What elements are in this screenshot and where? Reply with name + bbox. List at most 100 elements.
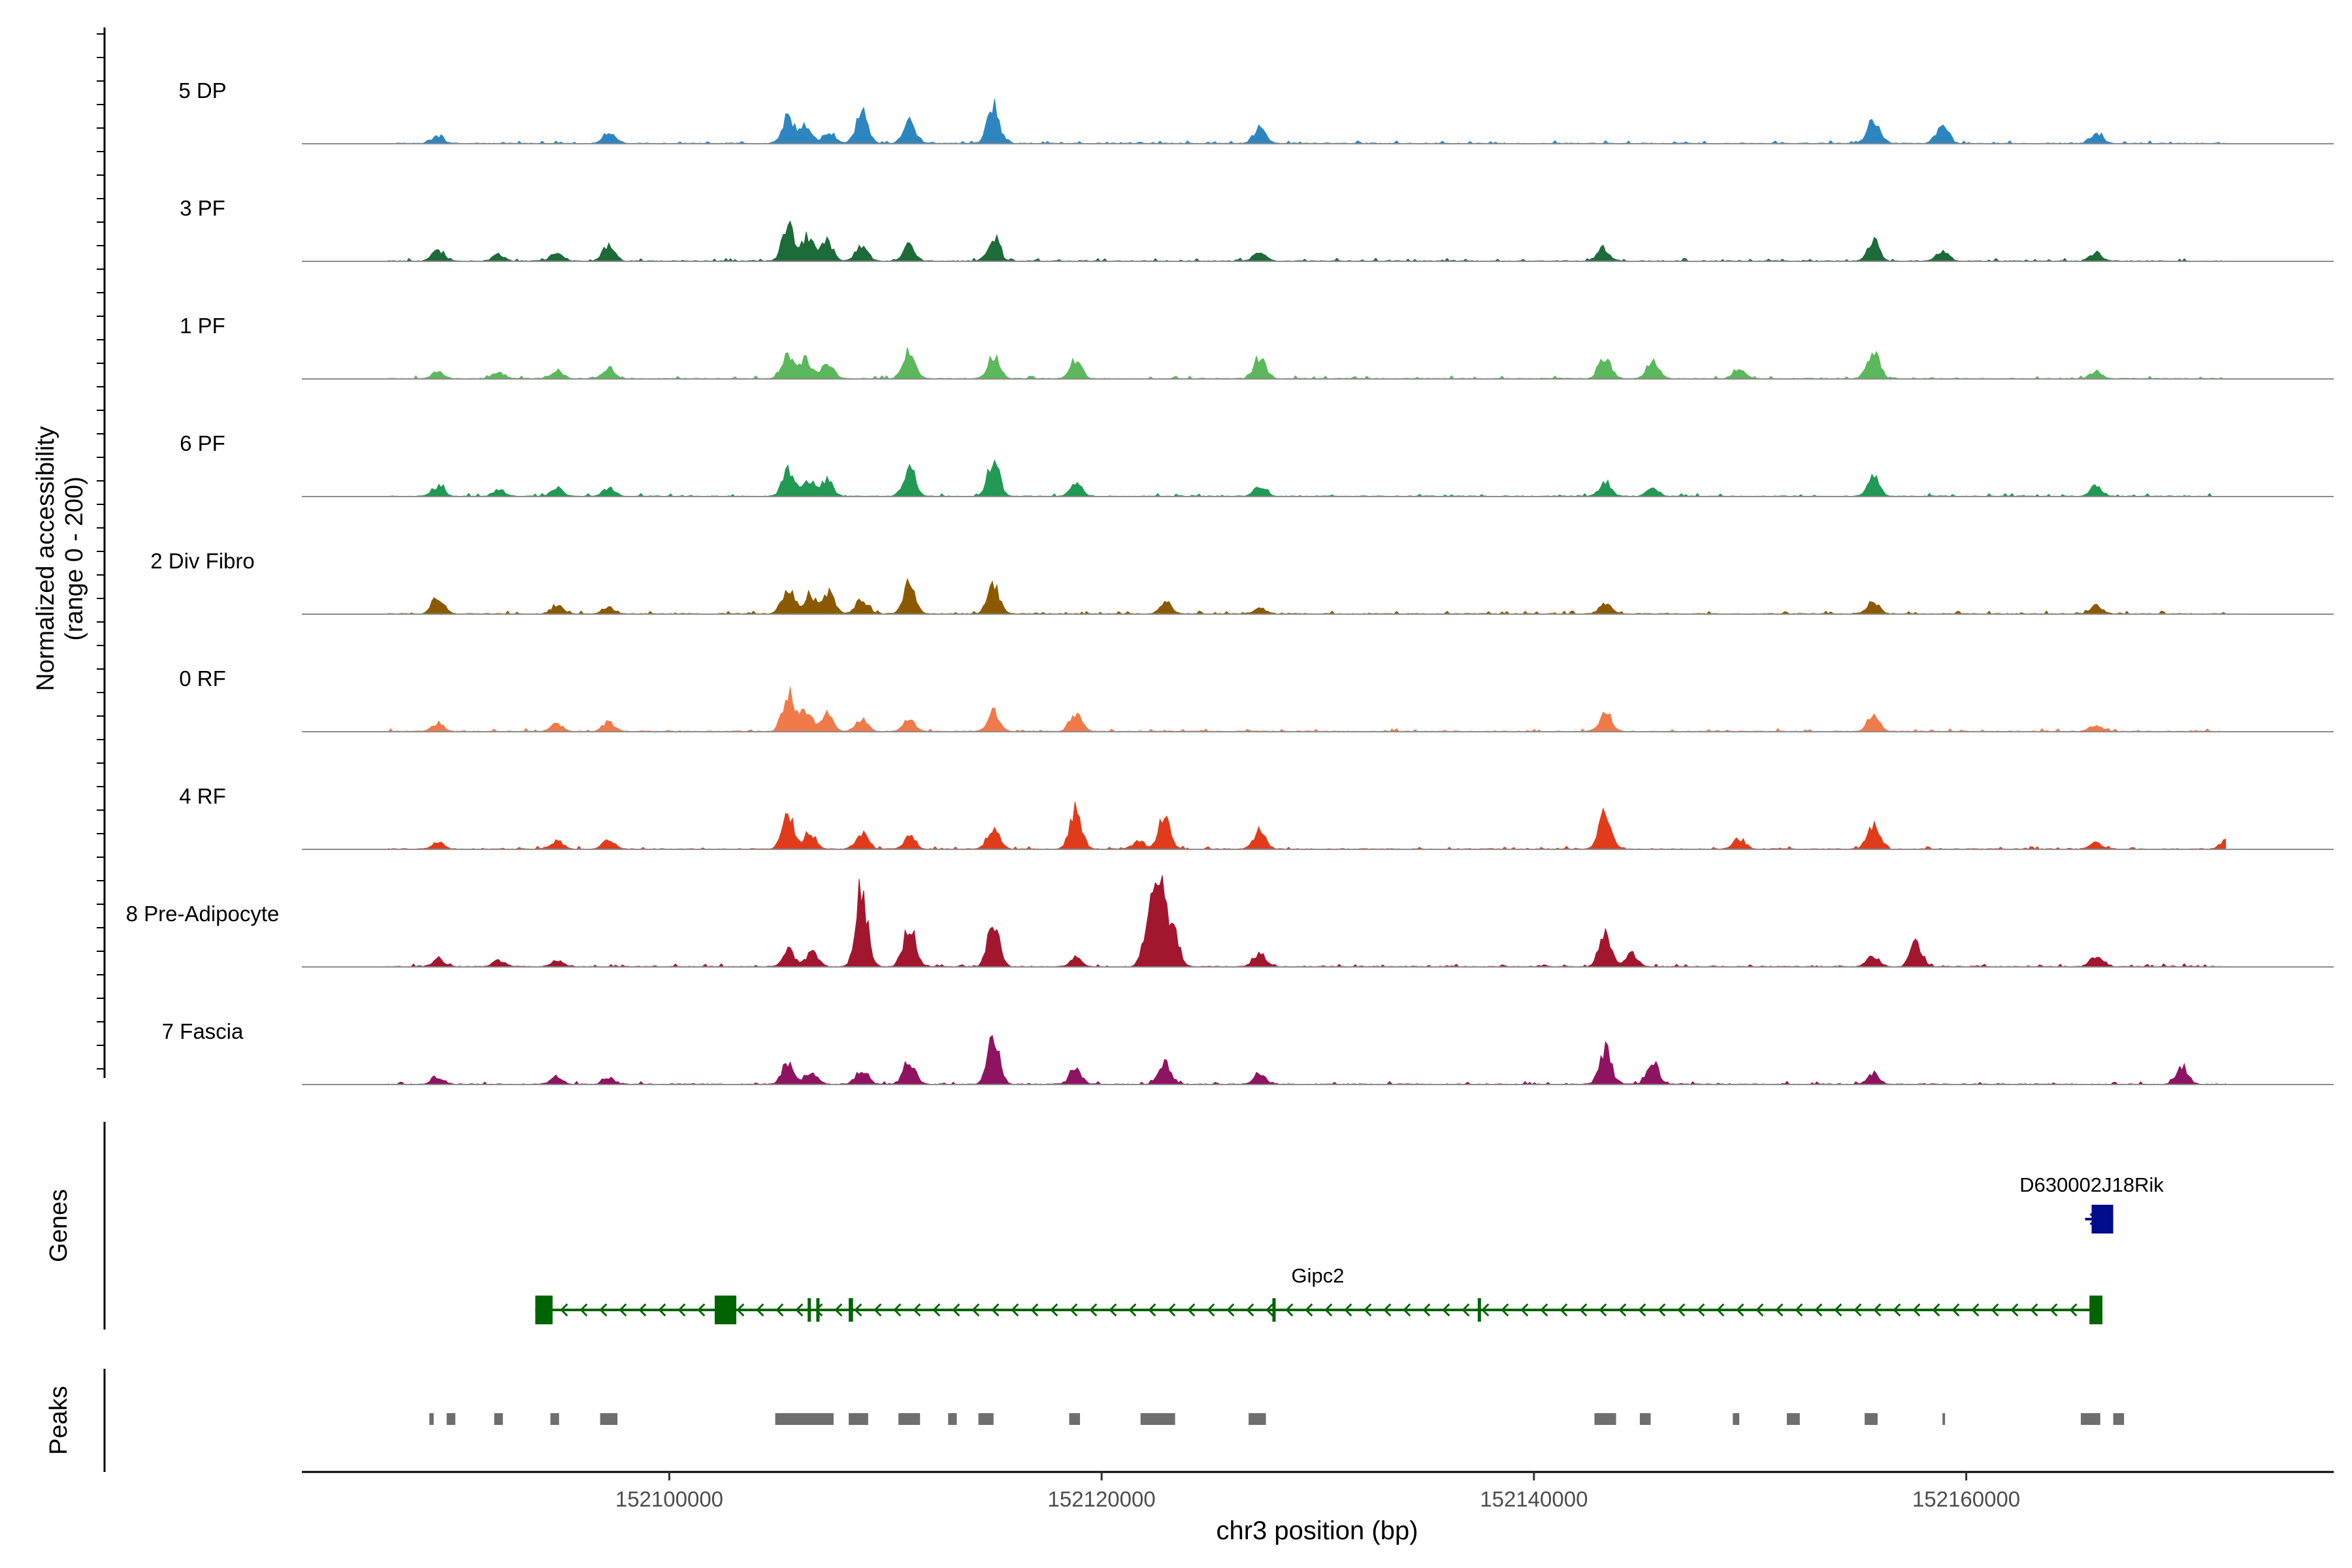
strand-arrow	[1775, 1303, 1784, 1317]
strand-arrow	[834, 1303, 843, 1317]
peak-region	[1786, 1413, 1800, 1425]
strand-arrow	[560, 1303, 568, 1317]
strand-arrow	[678, 1303, 686, 1317]
strand-arrow	[854, 1303, 862, 1317]
strand-arrow	[1697, 1303, 1705, 1317]
strand-arrow	[1618, 1303, 1627, 1317]
peak-region	[1069, 1413, 1081, 1425]
peak-region	[1865, 1413, 1878, 1425]
peak-region	[1249, 1413, 1266, 1425]
coverage-track: 5 DP	[178, 78, 2334, 144]
track-label: 3 PF	[180, 196, 225, 220]
peak-region	[1140, 1413, 1175, 1425]
strand-arrow	[658, 1303, 666, 1317]
peak-region	[1594, 1413, 1616, 1425]
track-label: 4 RF	[179, 784, 226, 808]
genes-track: Gipc2 D630002J18Rik	[535, 1173, 2164, 1324]
strand-arrow	[736, 1303, 745, 1317]
strand-arrow	[2030, 1303, 2038, 1317]
strand-arrow	[638, 1303, 647, 1317]
strand-arrow	[2050, 1303, 2058, 1317]
strand-arrow	[1187, 1303, 1196, 1317]
x-tick-label: 152140000	[1480, 1487, 1588, 1511]
peak-region	[446, 1413, 455, 1425]
strand-arrow	[815, 1303, 823, 1317]
strand-arrow	[795, 1303, 804, 1317]
strand-arrow	[2010, 1303, 2019, 1317]
strand-arrow	[756, 1303, 764, 1317]
coverage-area	[387, 347, 2227, 380]
strand-arrow	[1070, 1303, 1078, 1317]
gene-exon	[1272, 1298, 1276, 1322]
strand-arrow	[1246, 1303, 1254, 1317]
strand-arrow	[1599, 1303, 1607, 1317]
peak-region	[978, 1413, 994, 1425]
peak-region	[600, 1413, 618, 1425]
strand-arrow	[1128, 1303, 1137, 1317]
strand-arrow	[932, 1303, 941, 1317]
coverage-track: 4 RF	[179, 784, 2334, 850]
strand-arrow	[599, 1303, 608, 1317]
strand-arrow	[1011, 1303, 1019, 1317]
coverage-area	[387, 459, 2227, 497]
track-label: 0 RF	[179, 666, 226, 691]
strand-arrow	[1344, 1303, 1352, 1317]
track-label: 1 PF	[180, 314, 225, 338]
coverage-area	[387, 687, 2227, 732]
strand-arrow	[1383, 1303, 1392, 1317]
strand-arrow	[619, 1303, 627, 1317]
coverage-track: 1 PF	[180, 314, 2334, 380]
strand-arrow	[1207, 1303, 1215, 1317]
gene-exon	[714, 1296, 737, 1324]
track-label: 5 DP	[178, 78, 226, 103]
peak-region	[849, 1413, 868, 1425]
strand-arrow	[1168, 1303, 1176, 1317]
coverage-area	[387, 99, 2227, 144]
strand-arrow	[776, 1303, 784, 1317]
strand-arrow	[1481, 1303, 1490, 1317]
gene-exon	[535, 1296, 553, 1324]
track-label: 6 PF	[180, 431, 225, 455]
peak-region	[550, 1413, 559, 1425]
track-label: 7 Fascia	[162, 1019, 244, 1043]
strand-arrow	[1638, 1303, 1646, 1317]
gene-exon	[849, 1298, 853, 1322]
gene-name-label: D630002J18Rik	[2019, 1173, 2164, 1196]
strand-arrow	[1971, 1303, 1980, 1317]
track-label: 2 Div Fibro	[150, 549, 255, 573]
gene-exon	[2089, 1296, 2102, 1324]
x-axis-title: chr3 position (bp)	[1216, 1516, 1418, 1545]
track-label: 8 Pre-Adipocyte	[126, 902, 280, 926]
strand-arrow	[913, 1303, 921, 1317]
strand-arrow	[893, 1303, 902, 1317]
strand-arrow	[697, 1303, 706, 1317]
coverage-area	[387, 578, 2227, 615]
strand-arrow	[952, 1303, 960, 1317]
strand-arrow	[1716, 1303, 1725, 1317]
strand-arrow	[1050, 1303, 1058, 1317]
strand-arrow	[1952, 1303, 1960, 1317]
strand-arrow	[1873, 1303, 1882, 1317]
genes-panel-label: Genes	[45, 1189, 73, 1262]
strand-arrow	[1462, 1303, 1470, 1317]
strand-arrow	[1912, 1303, 1921, 1317]
strand-arrow	[1403, 1303, 1411, 1317]
strand-arrow	[1442, 1303, 1450, 1317]
x-tick-label: 152100000	[615, 1487, 723, 1511]
strand-arrow	[1305, 1303, 1313, 1317]
strand-arrow	[1834, 1303, 1842, 1317]
coverage-y-ticks	[97, 33, 105, 1070]
strand-arrow	[1422, 1303, 1431, 1317]
strand-arrow	[972, 1303, 980, 1317]
strand-arrow	[1893, 1303, 1901, 1317]
strand-arrow	[1814, 1303, 1823, 1317]
strand-arrow	[1854, 1303, 1862, 1317]
strand-arrow	[1658, 1303, 1666, 1317]
x-tick-label: 152120000	[1048, 1487, 1156, 1511]
strand-arrow	[991, 1303, 1000, 1317]
strand-arrow	[1560, 1303, 1568, 1317]
peak-region	[1942, 1413, 1946, 1425]
peaks-track	[429, 1413, 2125, 1425]
gene-model: D630002J18Rik	[2019, 1173, 2164, 1233]
